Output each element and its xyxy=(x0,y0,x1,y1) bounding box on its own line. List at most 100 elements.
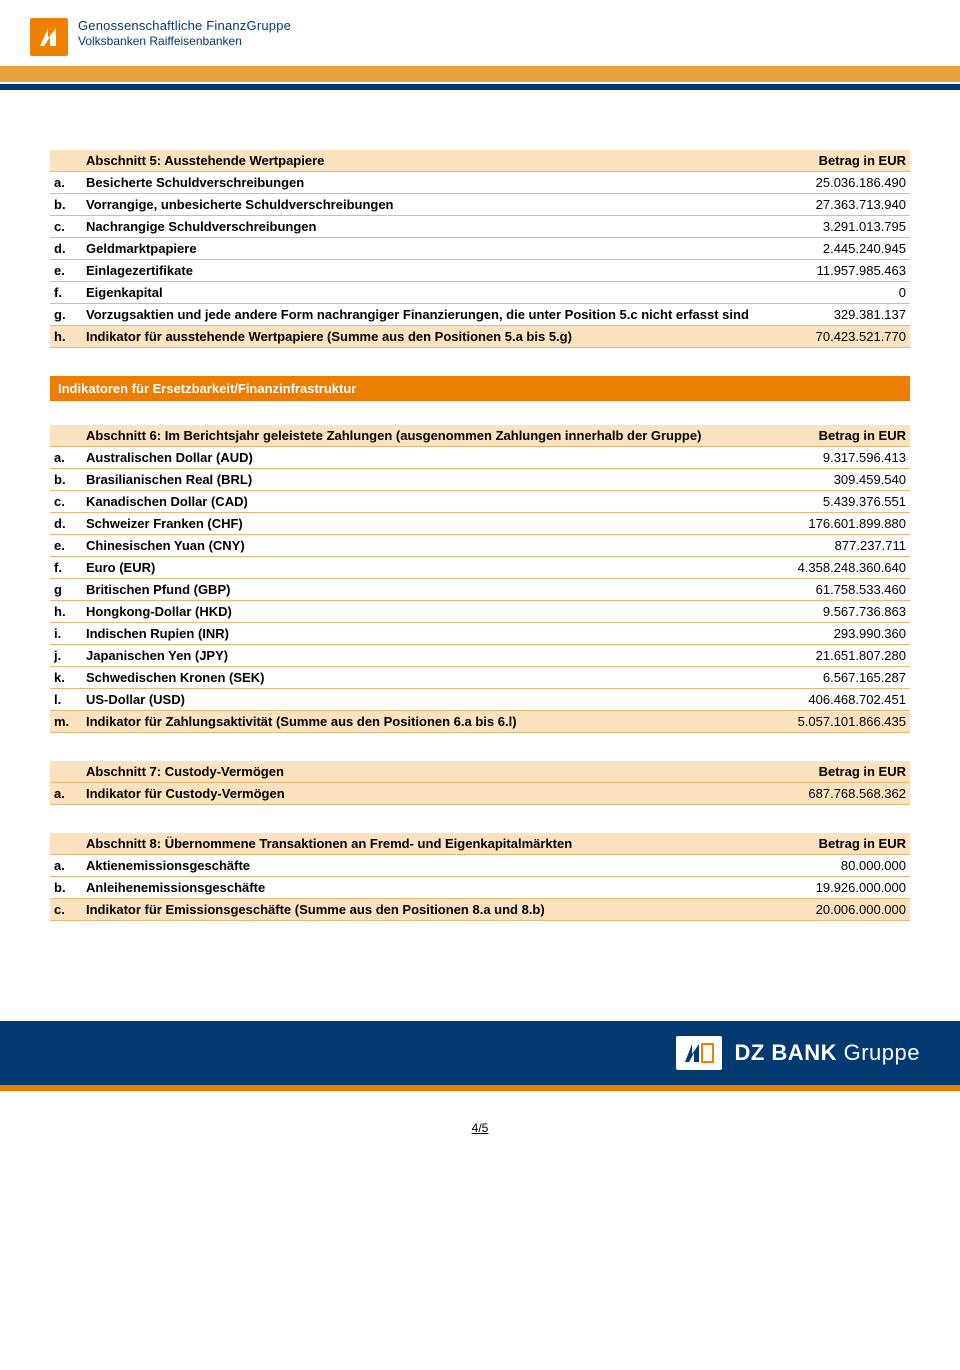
row-value: 80.000.000 xyxy=(755,855,910,877)
amount-header: Betrag in EUR xyxy=(755,833,910,855)
row-value: 3.291.013.795 xyxy=(755,216,910,238)
table-row: l.US-Dollar (USD)406.468.702.451 xyxy=(50,689,910,711)
amount-header: Betrag in EUR xyxy=(755,425,910,447)
table-row: g.Vorzugsaktien und jede andere Form nac… xyxy=(50,304,910,326)
row-desc: Indischen Rupien (INR) xyxy=(82,623,755,645)
table-row: a.Aktienemissionsgeschäfte80.000.000 xyxy=(50,855,910,877)
row-desc: Eigenkapital xyxy=(82,282,755,304)
row-desc: US-Dollar (USD) xyxy=(82,689,755,711)
row-value: 293.990.360 xyxy=(755,623,910,645)
brand-text: Genossenschaftliche FinanzGruppe Volksba… xyxy=(78,18,291,49)
section6-body: a.Australischen Dollar (AUD)9.317.596.41… xyxy=(50,447,910,711)
section8-summary-row: c. Indikator für Emissionsgeschäfte (Sum… xyxy=(50,899,910,921)
section5-body: a.Besicherte Schuldverschreibungen25.036… xyxy=(50,172,910,326)
row-desc: Brasilianischen Real (BRL) xyxy=(82,469,755,491)
table-header-row: Abschnitt 5: Ausstehende Wertpapiere Bet… xyxy=(50,150,910,172)
row-key: e. xyxy=(50,535,82,557)
table-row: c.Kanadischen Dollar (CAD)5.439.376.551 xyxy=(50,491,910,513)
row-value: 329.381.137 xyxy=(755,304,910,326)
section7-title: Abschnitt 7: Custody-Vermögen xyxy=(82,761,755,783)
row-key: i. xyxy=(50,623,82,645)
row-key: j. xyxy=(50,645,82,667)
table-row: a.Australischen Dollar (AUD)9.317.596.41… xyxy=(50,447,910,469)
row-desc: Geldmarktpapiere xyxy=(82,238,755,260)
document-page: Genossenschaftliche FinanzGruppe Volksba… xyxy=(0,0,960,1155)
row-key: b. xyxy=(50,469,82,491)
row-value: 27.363.713.940 xyxy=(755,194,910,216)
content-area: Abschnitt 5: Ausstehende Wertpapiere Bet… xyxy=(0,90,960,921)
footer-blue-bar: DZ BANK Gruppe xyxy=(0,1021,960,1085)
dz-bank-logo-icon xyxy=(676,1036,722,1070)
amount-header: Betrag in EUR xyxy=(755,761,910,783)
table-row: f.Euro (EUR)4.358.248.360.640 xyxy=(50,557,910,579)
row-key: a. xyxy=(50,783,82,805)
row-key: k. xyxy=(50,667,82,689)
row-desc: Indikator für Custody-Vermögen xyxy=(82,783,755,805)
section8-body: a.Aktienemissionsgeschäfte80.000.000b.An… xyxy=(50,855,910,899)
row-key: g xyxy=(50,579,82,601)
table-row: f.Eigenkapital0 xyxy=(50,282,910,304)
row-value: 2.445.240.945 xyxy=(755,238,910,260)
section5-table: Abschnitt 5: Ausstehende Wertpapiere Bet… xyxy=(50,150,910,348)
table-row: i.Indischen Rupien (INR)293.990.360 xyxy=(50,623,910,645)
table-row: c.Nachrangige Schuldverschreibungen3.291… xyxy=(50,216,910,238)
row-value: 176.601.899.880 xyxy=(755,513,910,535)
amount-header: Betrag in EUR xyxy=(755,150,910,172)
section5-summary-row: h. Indikator für ausstehende Wertpapiere… xyxy=(50,326,910,348)
row-desc: Britischen Pfund (GBP) xyxy=(82,579,755,601)
row-value: 5.439.376.551 xyxy=(755,491,910,513)
section6-title: Abschnitt 6: Im Berichtsjahr geleistete … xyxy=(82,425,755,447)
row-value: 687.768.568.362 xyxy=(755,783,910,805)
row-key: g. xyxy=(50,304,82,326)
row-key: c. xyxy=(50,491,82,513)
row-value: 4.358.248.360.640 xyxy=(755,557,910,579)
table-row: d.Geldmarktpapiere2.445.240.945 xyxy=(50,238,910,260)
row-desc: Aktienemissionsgeschäfte xyxy=(82,855,755,877)
row-desc: Nachrangige Schuldverschreibungen xyxy=(82,216,755,238)
row-desc: Chinesischen Yuan (CNY) xyxy=(82,535,755,557)
table-row: a.Besicherte Schuldverschreibungen25.036… xyxy=(50,172,910,194)
page-footer: DZ BANK Gruppe 4/5 xyxy=(0,1021,960,1155)
row-key: c. xyxy=(50,216,82,238)
row-value: 11.957.985.463 xyxy=(755,260,910,282)
row-desc: Euro (EUR) xyxy=(82,557,755,579)
section7-body: a.Indikator für Custody-Vermögen687.768.… xyxy=(50,783,910,805)
section7-table: Abschnitt 7: Custody-Vermögen Betrag in … xyxy=(50,761,910,805)
row-value: 9.567.736.863 xyxy=(755,601,910,623)
row-key: e. xyxy=(50,260,82,282)
table-row: b.Anleihenemissionsgeschäfte19.926.000.0… xyxy=(50,877,910,899)
row-value: 9.317.596.413 xyxy=(755,447,910,469)
row-desc: Japanischen Yen (JPY) xyxy=(82,645,755,667)
table-row: b.Brasilianischen Real (BRL)309.459.540 xyxy=(50,469,910,491)
section8-table: Abschnitt 8: Übernommene Transaktionen a… xyxy=(50,833,910,921)
table-header-row: Abschnitt 8: Übernommene Transaktionen a… xyxy=(50,833,910,855)
row-key: b. xyxy=(50,877,82,899)
row-value: 25.036.186.490 xyxy=(755,172,910,194)
row-desc: Vorrangige, unbesicherte Schuldverschrei… xyxy=(82,194,755,216)
row-key: b. xyxy=(50,194,82,216)
table-row: e.Chinesischen Yuan (CNY)877.237.711 xyxy=(50,535,910,557)
section6-summary-row: m. Indikator für Zahlungsaktivität (Summ… xyxy=(50,711,910,733)
row-key: h. xyxy=(50,601,82,623)
header-orange-bar xyxy=(0,66,960,82)
row-value: 19.926.000.000 xyxy=(755,877,910,899)
row-value: 21.651.807.280 xyxy=(755,645,910,667)
brand-block: Genossenschaftliche FinanzGruppe Volksba… xyxy=(30,18,960,56)
row-value: 6.567.165.287 xyxy=(755,667,910,689)
row-value: 0 xyxy=(755,282,910,304)
footer-bank-name: DZ BANK Gruppe xyxy=(734,1040,920,1066)
row-key: d. xyxy=(50,238,82,260)
page-header: Genossenschaftliche FinanzGruppe Volksba… xyxy=(0,0,960,56)
row-key: d. xyxy=(50,513,82,535)
brand-logo-icon xyxy=(30,18,68,56)
row-desc: Schweizer Franken (CHF) xyxy=(82,513,755,535)
row-desc: Hongkong-Dollar (HKD) xyxy=(82,601,755,623)
row-desc: Einlagezertifikate xyxy=(82,260,755,282)
row-key: l. xyxy=(50,689,82,711)
page-number: 4/5 xyxy=(0,1091,960,1155)
row-desc: Kanadischen Dollar (CAD) xyxy=(82,491,755,513)
section8-title: Abschnitt 8: Übernommene Transaktionen a… xyxy=(82,833,755,855)
brand-line1: Genossenschaftliche FinanzGruppe xyxy=(78,18,291,34)
table-row: j.Japanischen Yen (JPY)21.651.807.280 xyxy=(50,645,910,667)
row-desc: Schwedischen Kronen (SEK) xyxy=(82,667,755,689)
